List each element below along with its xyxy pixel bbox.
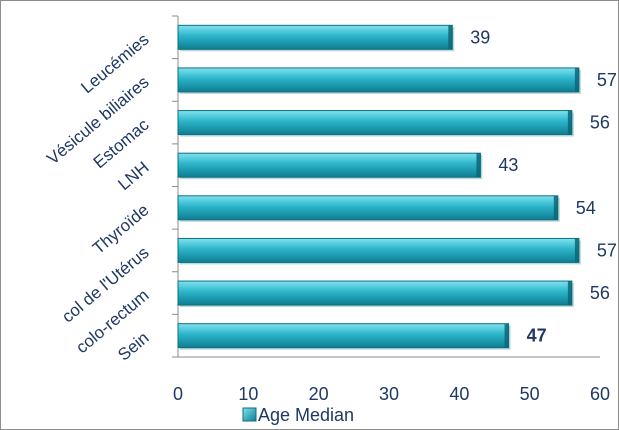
bar-end-cap <box>476 153 481 178</box>
chart-bars: 39 57 56 43 54 57 56 47 <box>177 24 617 350</box>
bar-end-cap <box>574 238 579 263</box>
data-label: 47 <box>527 326 547 346</box>
data-label: 56 <box>590 283 610 303</box>
bar <box>177 67 580 93</box>
x-tick-label: 40 <box>449 384 469 404</box>
bar-end-cap <box>448 25 453 50</box>
data-label: 56 <box>590 113 610 133</box>
chart-legend: Age Median <box>242 405 354 425</box>
data-label: 39 <box>470 27 490 47</box>
legend-label: Age Median <box>258 405 354 425</box>
x-tick-label: 60 <box>590 384 610 404</box>
bar-end-cap <box>567 281 572 306</box>
bar <box>177 280 573 306</box>
x-tick-label: 30 <box>379 384 399 404</box>
data-label: 54 <box>576 198 596 218</box>
bar <box>177 24 453 50</box>
bar-end-cap <box>567 110 572 135</box>
bar <box>177 237 580 263</box>
data-label: 57 <box>597 70 617 90</box>
x-tick-label: 10 <box>238 384 258 404</box>
bar <box>177 152 481 178</box>
x-axis-ticks: 0 10 20 30 40 50 60 <box>173 384 610 404</box>
x-tick-label: 20 <box>309 384 329 404</box>
bar-end-cap <box>553 195 558 220</box>
bar-end-cap <box>504 323 509 348</box>
data-label: 43 <box>498 155 518 175</box>
bar <box>177 110 573 136</box>
category-label: LNH <box>114 158 152 194</box>
legend-swatch <box>242 407 257 422</box>
x-tick-label: 50 <box>520 384 540 404</box>
data-label: 57 <box>597 240 617 260</box>
bar-end-cap <box>574 67 579 92</box>
category-label: Sein <box>114 328 152 364</box>
x-tick-label: 0 <box>173 384 183 404</box>
bar <box>177 323 510 349</box>
bar <box>177 195 559 221</box>
